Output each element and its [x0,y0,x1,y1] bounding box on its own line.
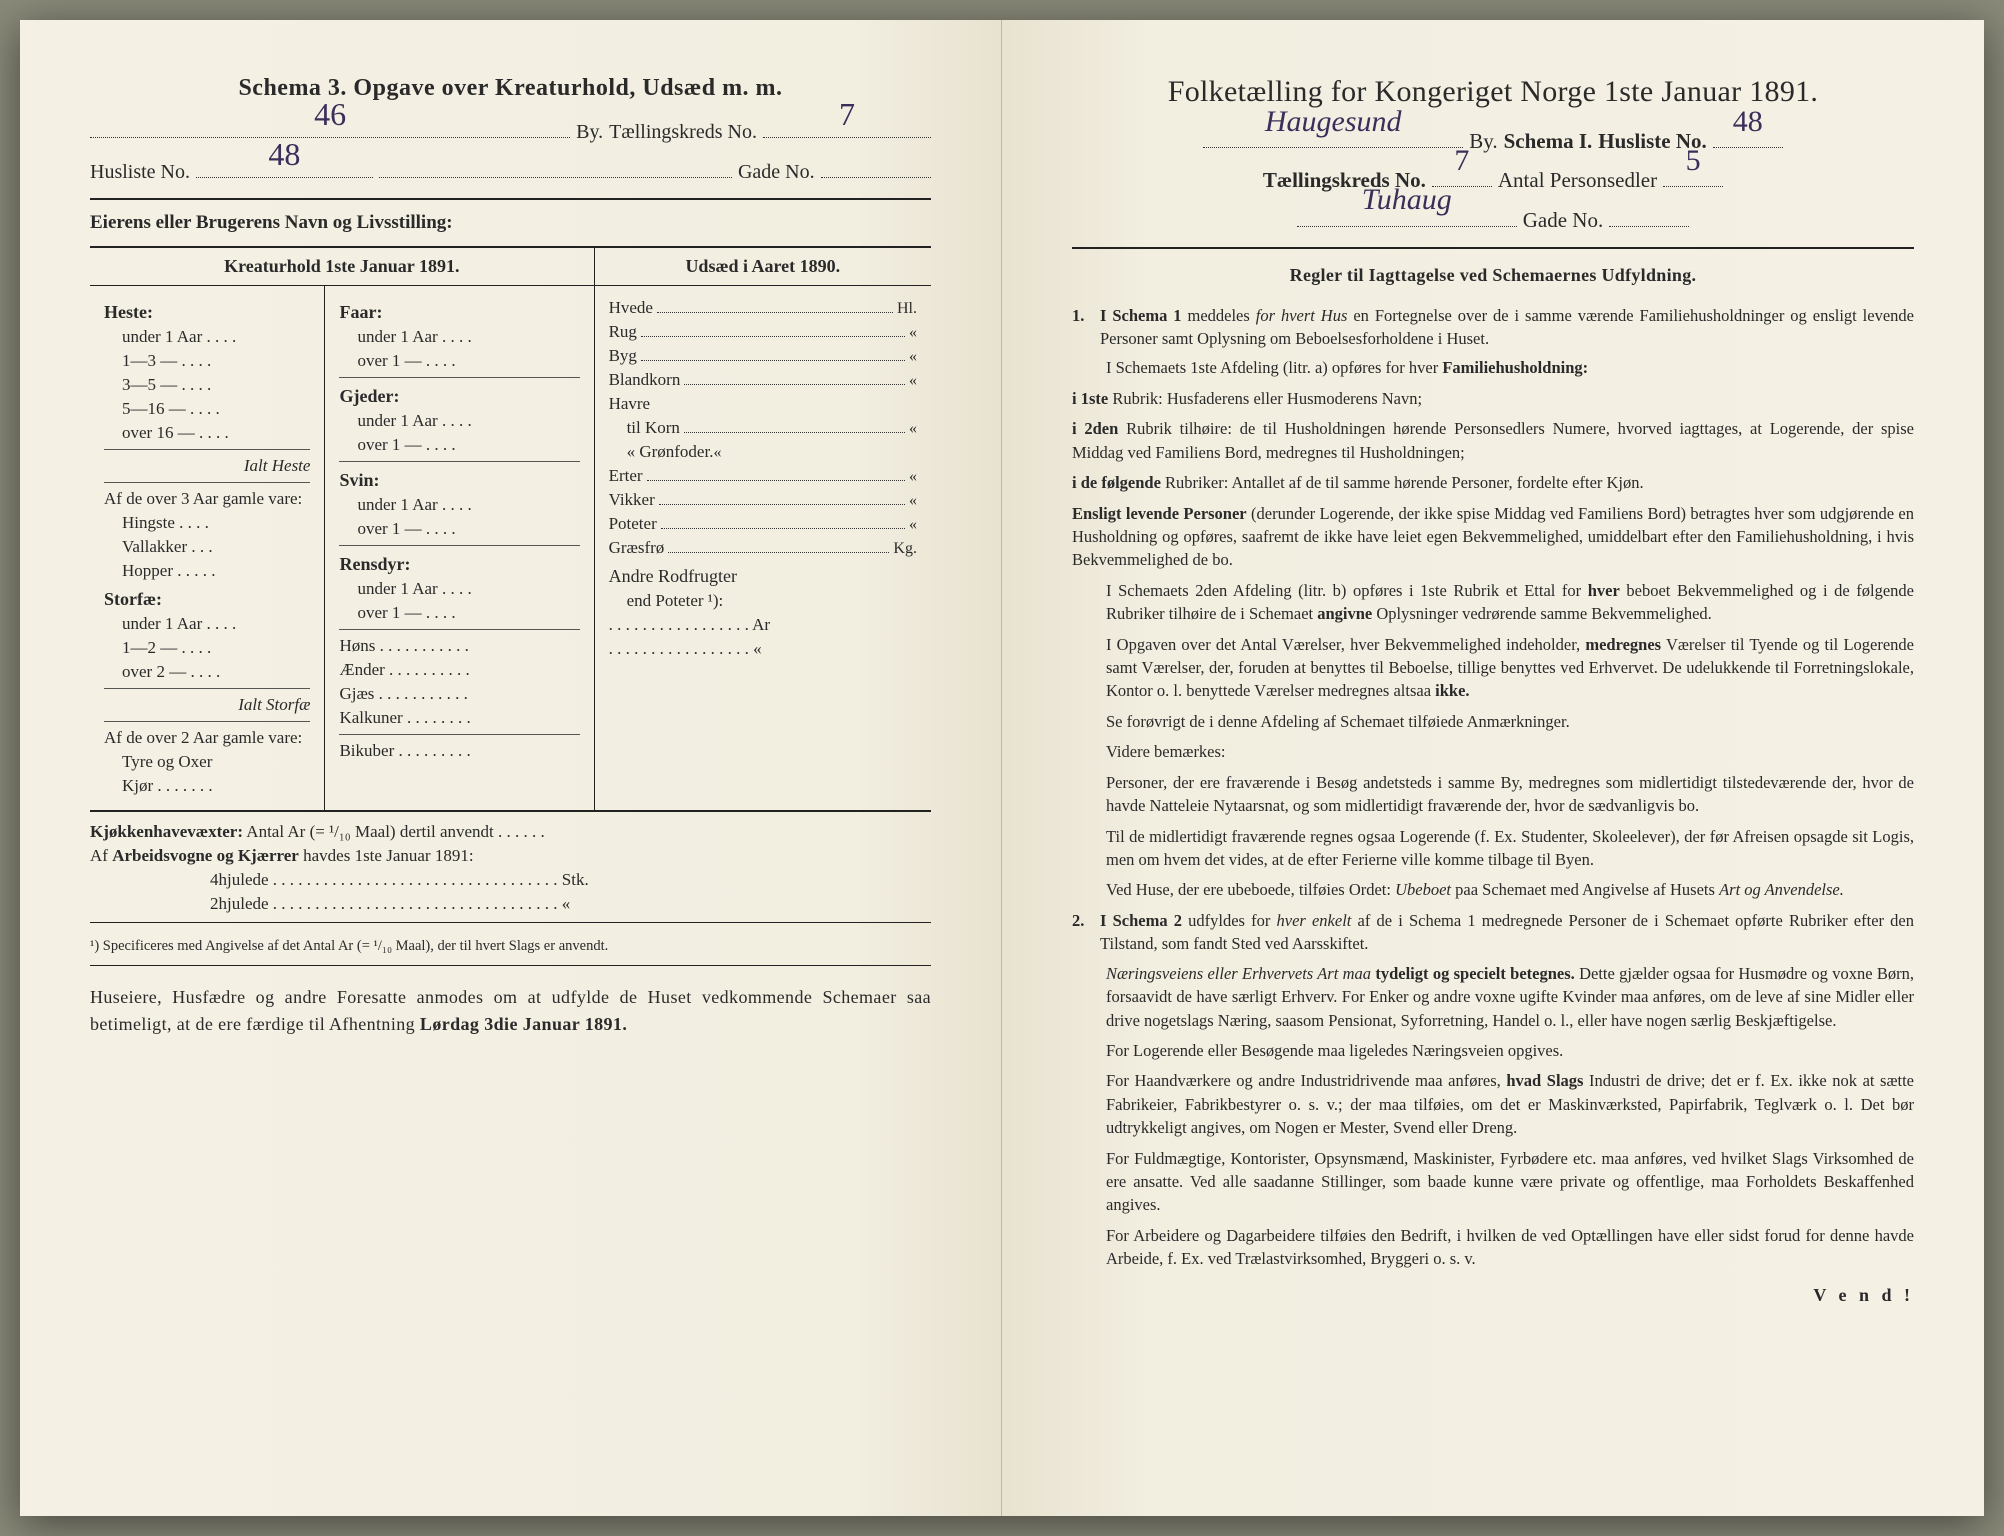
left-row2: Husliste No. 48 Gade No. [90,154,931,184]
regler-head: Regler til Iagttagelse ved Schemaernes U… [1072,265,1914,286]
bottom-section: Kjøkkenhavevæxter: Kjøkkenhavevæxter: An… [90,822,931,914]
owner-label: Eierens eller Brugerens Navn og Livsstil… [90,212,931,234]
bottom-note: Huseiere, Husfædre og andre Foresatte an… [90,984,931,1040]
divider [90,198,931,200]
book-spread: Schema 3. Opgave over Kreaturhold, Udsæd… [20,20,1984,1516]
right-title: Folketælling for Kongeriget Norge 1ste J… [1072,75,1914,109]
antal-value-hw-r: 5 [1686,144,1701,178]
left-page: Schema 3. Opgave over Kreaturhold, Udsæd… [20,20,1002,1516]
heste-head: Heste: [104,302,310,323]
arbeid-label: Af Arbeidsvogne og Kjærrer havdes 1ste J… [90,846,474,866]
vend-label: V e n d ! [1072,1285,1914,1306]
head-right: Udsæd i Aaret 1890. [595,248,931,285]
kreds-label: Tællingskreds No. [609,121,757,144]
hus-value-hw-r: 48 [1733,105,1763,139]
kjokken-label: Kjøkkenhavevæxter: [90,822,243,841]
col3: HvedeHl. Rug« Byg« Blandkorn« Havre til … [595,286,931,810]
kreds-value-hw-r: 7 [1454,144,1469,178]
by-label: By. [576,121,603,144]
kreds-value-hw: 7 [839,96,855,133]
footnote: ¹) Specificeres med Angivelse af det Ant… [90,937,931,957]
storfae-head: Storfæ: [104,589,310,610]
left-title: Schema 3. Opgave over Kreaturhold, Udsæd… [90,75,931,102]
census-table: Kreaturhold 1ste Januar 1891. Udsæd i Aa… [90,246,931,812]
col2: Faar: under 1 Aar . . . . over 1 — . . .… [325,286,594,810]
right-row1: Haugesund By. Schema I. Husliste No. 48 [1072,123,1914,154]
right-page: Folketælling for Kongeriget Norge 1ste J… [1002,20,1984,1516]
right-row3: Tuhaug Gade No. [1072,201,1914,232]
by-value-hw-r: Haugesund [1265,105,1402,139]
left-row1: 46 By. Tællingskreds No. 7 [90,114,931,144]
head-left: Kreaturhold 1ste Januar 1891. [90,248,595,285]
hus-value-hw: 48 [268,136,300,173]
col1: Heste: under 1 Aar . . . . 1—3 — . . . .… [90,286,325,810]
by-value-hw: 46 [314,96,346,133]
rules-body: 1.I Schema 1 meddeles for hvert Hus en F… [1072,304,1914,1271]
right-row2: Tællingskreds No. 7 Antal Personsedler 5 [1072,162,1914,193]
hus-label: Husliste No. [90,161,190,184]
gade-label: Gade No. [738,161,815,184]
gade-value-hw-r: Tuhaug [1362,183,1452,217]
